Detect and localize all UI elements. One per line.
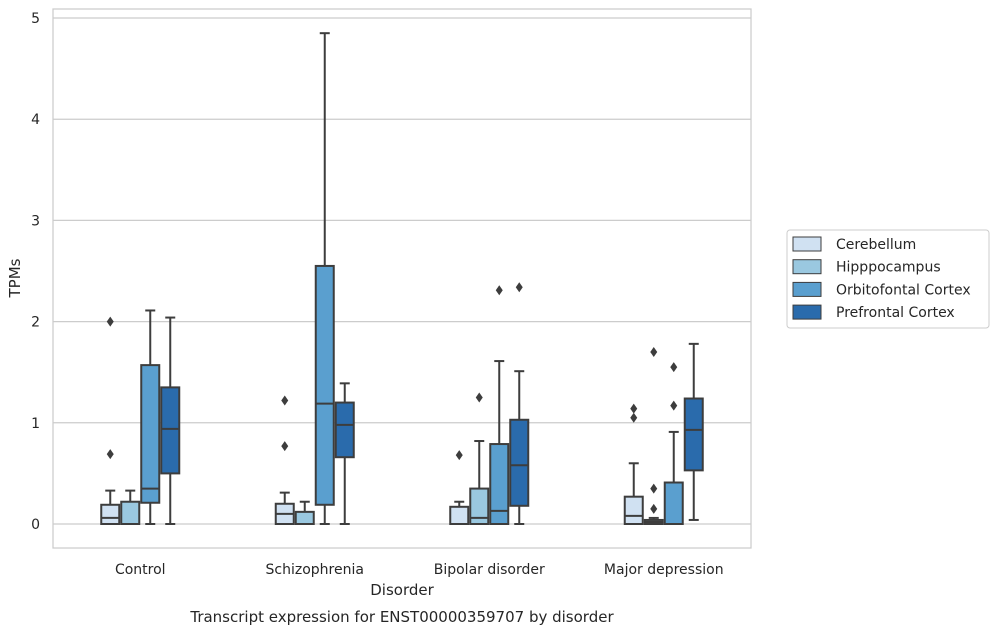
box-group (294, 500, 315, 525)
outlier-point (670, 362, 678, 373)
box (623, 495, 644, 525)
outlier-point (106, 316, 114, 327)
legend-swatch (792, 304, 822, 320)
box (469, 487, 490, 525)
y-tick-label: 4 (31, 112, 40, 128)
box-group (160, 316, 181, 525)
legend-swatch (792, 281, 822, 297)
x-tick-label: Schizophrenia (266, 562, 364, 578)
outlier-point (650, 483, 658, 494)
box-group (643, 346, 664, 526)
y-tick-label: 0 (31, 517, 40, 533)
box-group (663, 362, 684, 525)
outlier-point (515, 282, 523, 293)
y-tick-label: 1 (31, 416, 40, 432)
y-axis: 0 1 2 3 4 5 (31, 11, 40, 533)
box-plot-area (100, 32, 704, 526)
legend-swatch (792, 236, 822, 252)
legend-label: Prefrontal Cortex (836, 305, 955, 321)
box-group (140, 309, 161, 525)
box-group (623, 403, 644, 525)
y-tick-label: 5 (31, 11, 40, 27)
x-axis-label: Disorder (370, 581, 434, 599)
box (120, 500, 141, 525)
legend-label: Hipppocampus (836, 260, 941, 276)
box (489, 443, 510, 525)
box-group (314, 32, 335, 525)
box-group (334, 382, 355, 525)
box (449, 505, 470, 525)
box (140, 364, 161, 504)
x-tick-label: Bipolar disorder (434, 562, 545, 578)
outlier-point (281, 441, 289, 452)
box (509, 418, 530, 507)
outlier-point (475, 392, 483, 403)
box-group (509, 282, 530, 525)
y-axis-label: TPMs (6, 258, 24, 298)
outlier-point (455, 450, 463, 461)
x-tick-label: Control (115, 562, 166, 578)
outlier-point (630, 412, 638, 423)
legend-frame (786, 229, 990, 329)
y-tick-label: 2 (31, 315, 40, 331)
outlier-point (281, 395, 289, 406)
outlier-point (650, 503, 658, 514)
box-group (469, 392, 490, 525)
box-group (489, 285, 510, 525)
box (100, 503, 121, 526)
box (334, 401, 355, 459)
outlier-point (650, 346, 658, 357)
legend-swatch (792, 259, 822, 275)
legend-label: Cerebellum (836, 237, 916, 253)
box-group (274, 395, 295, 526)
outlier-point (630, 403, 638, 414)
box (294, 510, 315, 525)
box-group (100, 316, 121, 526)
legend: Cerebellum Hipppocampus Orbitofontal Corte… (786, 229, 990, 329)
box (663, 481, 684, 525)
box (683, 397, 704, 472)
box (160, 386, 181, 475)
legend-label: Orbitofontal Cortex (836, 282, 971, 298)
box-group (120, 489, 141, 525)
box (314, 264, 335, 506)
box-group (683, 342, 704, 521)
outlier-point (670, 400, 678, 411)
box-group (449, 450, 470, 525)
x-axis: Control Schizophrenia Bipolar disorder Majo… (115, 562, 724, 578)
outlier-point (106, 449, 114, 460)
outlier-point (495, 285, 503, 296)
plot-frame (52, 8, 752, 549)
chart-title: Transcript expression for ENST0000035970… (189, 608, 614, 626)
y-tick-label: 3 (31, 213, 40, 229)
x-tick-label: Major depression (604, 562, 724, 578)
